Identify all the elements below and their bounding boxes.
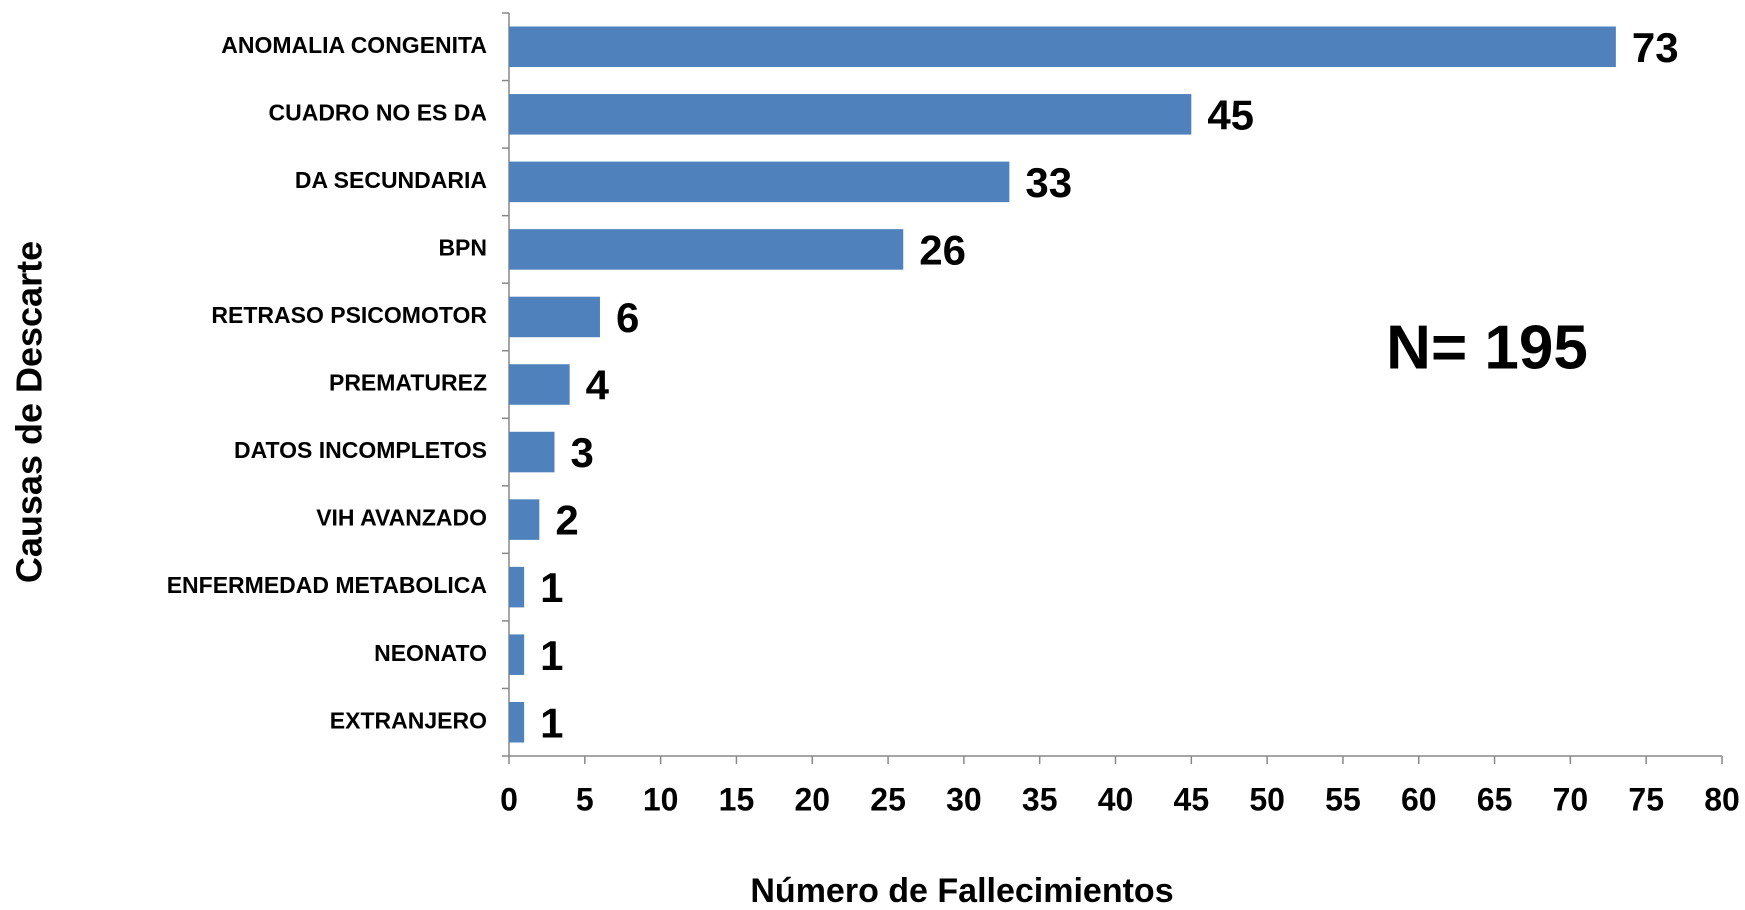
y-tick-label: CUADRO NO ES DA (268, 99, 487, 125)
bar (509, 431, 555, 473)
value-label: 1 (540, 564, 563, 611)
x-tick-label: 20 (794, 781, 830, 817)
bar (509, 26, 1616, 68)
bar (509, 161, 1010, 203)
value-label: 1 (540, 699, 563, 746)
bar (509, 701, 525, 743)
y-tick-label: ANOMALIA CONGENITA (221, 32, 487, 58)
y-tick-label: NEONATO (374, 640, 487, 666)
x-tick-label: 55 (1325, 781, 1361, 817)
bar (509, 364, 570, 405)
x-tick-label: 75 (1628, 781, 1664, 817)
value-label: 1 (540, 632, 563, 679)
value-label: 6 (616, 294, 639, 341)
y-tick-label: RETRASO PSICOMOTOR (211, 302, 487, 328)
x-tick-label: 5 (576, 781, 594, 817)
x-tick-label: 25 (870, 781, 906, 817)
x-tick-label: 45 (1174, 781, 1210, 817)
bar (509, 634, 525, 675)
bar (509, 499, 540, 540)
value-label: 4 (586, 362, 610, 409)
bar (509, 566, 525, 608)
x-tick-label: 65 (1477, 781, 1513, 817)
x-tick-label: 40 (1098, 781, 1134, 817)
value-label: 3 (570, 429, 593, 476)
annotation: N= 195 (1386, 313, 1588, 382)
value-label: 2 (555, 497, 578, 544)
y-tick-label: DA SECUNDARIA (295, 167, 487, 193)
value-label: 26 (919, 227, 966, 274)
x-axis-title: Número de Fallecimientos (750, 872, 1173, 910)
bar (509, 94, 1192, 135)
y-axis-title: Causas de Descarte (9, 241, 50, 583)
x-tick-label: 0 (500, 781, 518, 817)
y-tick-label: VIH AVANZADO (316, 505, 487, 531)
x-tick-label: 80 (1704, 781, 1740, 817)
y-tick-label: EXTRANJERO (330, 707, 487, 733)
x-tick-label: 50 (1249, 781, 1285, 817)
x-tick-label: 70 (1553, 781, 1589, 817)
y-tick-label: ENFERMEDAD METABOLICA (167, 572, 487, 598)
value-label: 45 (1207, 91, 1254, 138)
y-tick-label: PREMATUREZ (329, 370, 487, 396)
value-label: 33 (1025, 159, 1072, 206)
x-tick-label: 10 (643, 781, 679, 817)
bar (509, 296, 600, 338)
x-tick-label: 15 (719, 781, 755, 817)
value-label: 73 (1632, 24, 1679, 71)
x-tick-label: 30 (946, 781, 982, 817)
x-tick-label: 35 (1022, 781, 1058, 817)
x-tick-label: 60 (1401, 781, 1437, 817)
y-tick-label: DATOS INCOMPLETOS (234, 437, 487, 463)
bar (509, 229, 904, 270)
y-tick-label: BPN (438, 234, 487, 260)
